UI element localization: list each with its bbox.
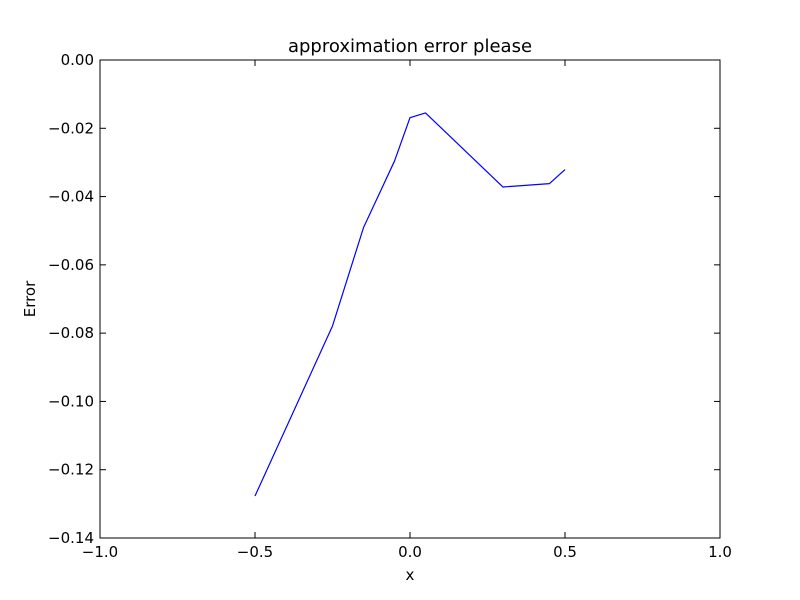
- y-tick-label: −0.10: [48, 392, 94, 410]
- y-axis-ticks: 0.00 −0.02 −0.04 −0.06 −0.08 −0.10 −0.12 −0.14: [48, 51, 720, 547]
- y-axis-label: Error: [21, 280, 39, 317]
- x-tick-label: −0.5: [237, 543, 273, 561]
- y-tick-label: −0.08: [48, 324, 94, 342]
- y-tick-label: −0.04: [48, 188, 94, 206]
- plot-frame: [99, 59, 721, 539]
- y-tick-label: 0.00: [61, 51, 94, 69]
- x-tick-label: 1.0: [708, 543, 732, 561]
- y-tick-label: −0.02: [48, 119, 94, 137]
- x-tick-label: 0.5: [553, 543, 577, 561]
- x-axis-ticks: −1.0 −0.5 0.0 0.5 1.0: [82, 60, 732, 561]
- series-line: [254, 112, 566, 497]
- y-tick-label: −0.14: [48, 529, 94, 547]
- x-axis-label: x: [406, 566, 415, 584]
- y-tick-label: −0.06: [48, 256, 94, 274]
- y-tick-label: −0.12: [48, 461, 94, 479]
- series-layer: [254, 112, 566, 497]
- x-tick-label: −1.0: [82, 543, 118, 561]
- x-tick-label: 0.0: [398, 543, 422, 561]
- chart-title: approximation error please: [288, 36, 532, 57]
- plot-area: [100, 60, 720, 538]
